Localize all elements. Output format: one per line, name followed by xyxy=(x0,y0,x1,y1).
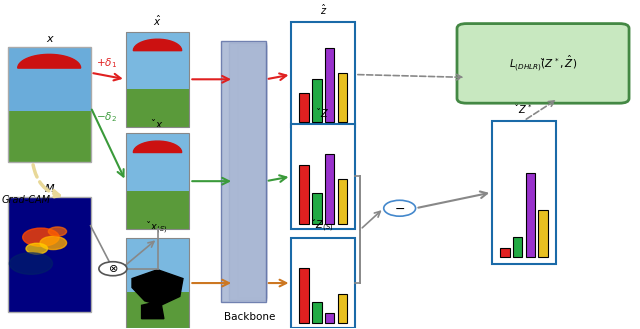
FancyBboxPatch shape xyxy=(492,121,556,264)
FancyBboxPatch shape xyxy=(291,22,355,127)
Bar xyxy=(125,32,189,127)
Text: $-\delta_2$: $-\delta_2$ xyxy=(96,110,117,124)
Bar xyxy=(8,47,91,111)
Bar xyxy=(125,134,189,191)
Polygon shape xyxy=(133,39,182,51)
Bar xyxy=(324,48,334,122)
Text: Backbone: Backbone xyxy=(224,312,276,322)
Bar xyxy=(312,302,321,323)
Text: $\check{Z}$: $\check{Z}$ xyxy=(317,106,330,119)
FancyBboxPatch shape xyxy=(237,45,266,298)
FancyBboxPatch shape xyxy=(291,124,355,229)
Bar xyxy=(125,191,189,229)
Bar xyxy=(337,294,347,323)
FancyBboxPatch shape xyxy=(221,41,266,302)
Bar xyxy=(300,165,309,224)
Bar xyxy=(312,79,321,122)
FancyBboxPatch shape xyxy=(457,24,629,103)
Bar xyxy=(525,173,535,257)
FancyBboxPatch shape xyxy=(291,239,355,328)
Bar xyxy=(500,248,509,257)
Bar xyxy=(8,47,91,162)
Bar xyxy=(312,192,321,224)
Circle shape xyxy=(384,200,415,216)
Text: $\check{x}_{(S)}$: $\check{x}_{(S)}$ xyxy=(147,219,168,236)
FancyArrowPatch shape xyxy=(33,165,60,197)
Text: $\hat{z}$: $\hat{z}$ xyxy=(319,3,327,17)
Bar xyxy=(125,134,189,229)
Bar xyxy=(8,111,91,162)
Text: $L_{(DHLR)}(\check{Z}^*, \hat{Z})$: $L_{(DHLR)}(\check{Z}^*, \hat{Z})$ xyxy=(509,54,577,73)
Text: $\hat{x}$: $\hat{x}$ xyxy=(153,14,162,28)
Bar xyxy=(337,179,347,224)
Text: $\check{Z}_{(S)}$: $\check{Z}_{(S)}$ xyxy=(312,217,334,234)
Circle shape xyxy=(99,262,127,276)
Bar xyxy=(125,239,189,328)
Circle shape xyxy=(49,227,67,236)
Bar xyxy=(8,197,91,312)
FancyBboxPatch shape xyxy=(229,43,266,300)
Text: $\check{x}$: $\check{x}$ xyxy=(151,117,164,130)
Circle shape xyxy=(22,228,59,246)
Circle shape xyxy=(40,236,67,250)
Polygon shape xyxy=(18,54,81,68)
Bar xyxy=(300,267,309,323)
Polygon shape xyxy=(133,141,182,153)
Text: $\check{Z}^*$: $\check{Z}^*$ xyxy=(515,102,533,116)
Bar xyxy=(125,32,189,89)
Polygon shape xyxy=(132,270,183,305)
Text: x: x xyxy=(46,34,52,44)
Bar xyxy=(125,239,189,292)
Polygon shape xyxy=(141,301,164,319)
Bar xyxy=(125,292,189,328)
Text: $\otimes$: $\otimes$ xyxy=(108,263,118,274)
Bar xyxy=(513,237,522,257)
Text: Grad-CAM: Grad-CAM xyxy=(1,195,51,205)
Text: $-$: $-$ xyxy=(394,202,405,215)
Circle shape xyxy=(26,243,47,254)
Bar xyxy=(324,313,334,323)
Bar xyxy=(324,154,334,224)
Bar xyxy=(125,89,189,127)
Bar xyxy=(337,73,347,122)
Text: $+\delta_1$: $+\delta_1$ xyxy=(96,56,117,69)
Circle shape xyxy=(10,253,52,274)
Text: M: M xyxy=(44,184,54,194)
Bar xyxy=(538,210,548,257)
Bar xyxy=(300,93,309,122)
